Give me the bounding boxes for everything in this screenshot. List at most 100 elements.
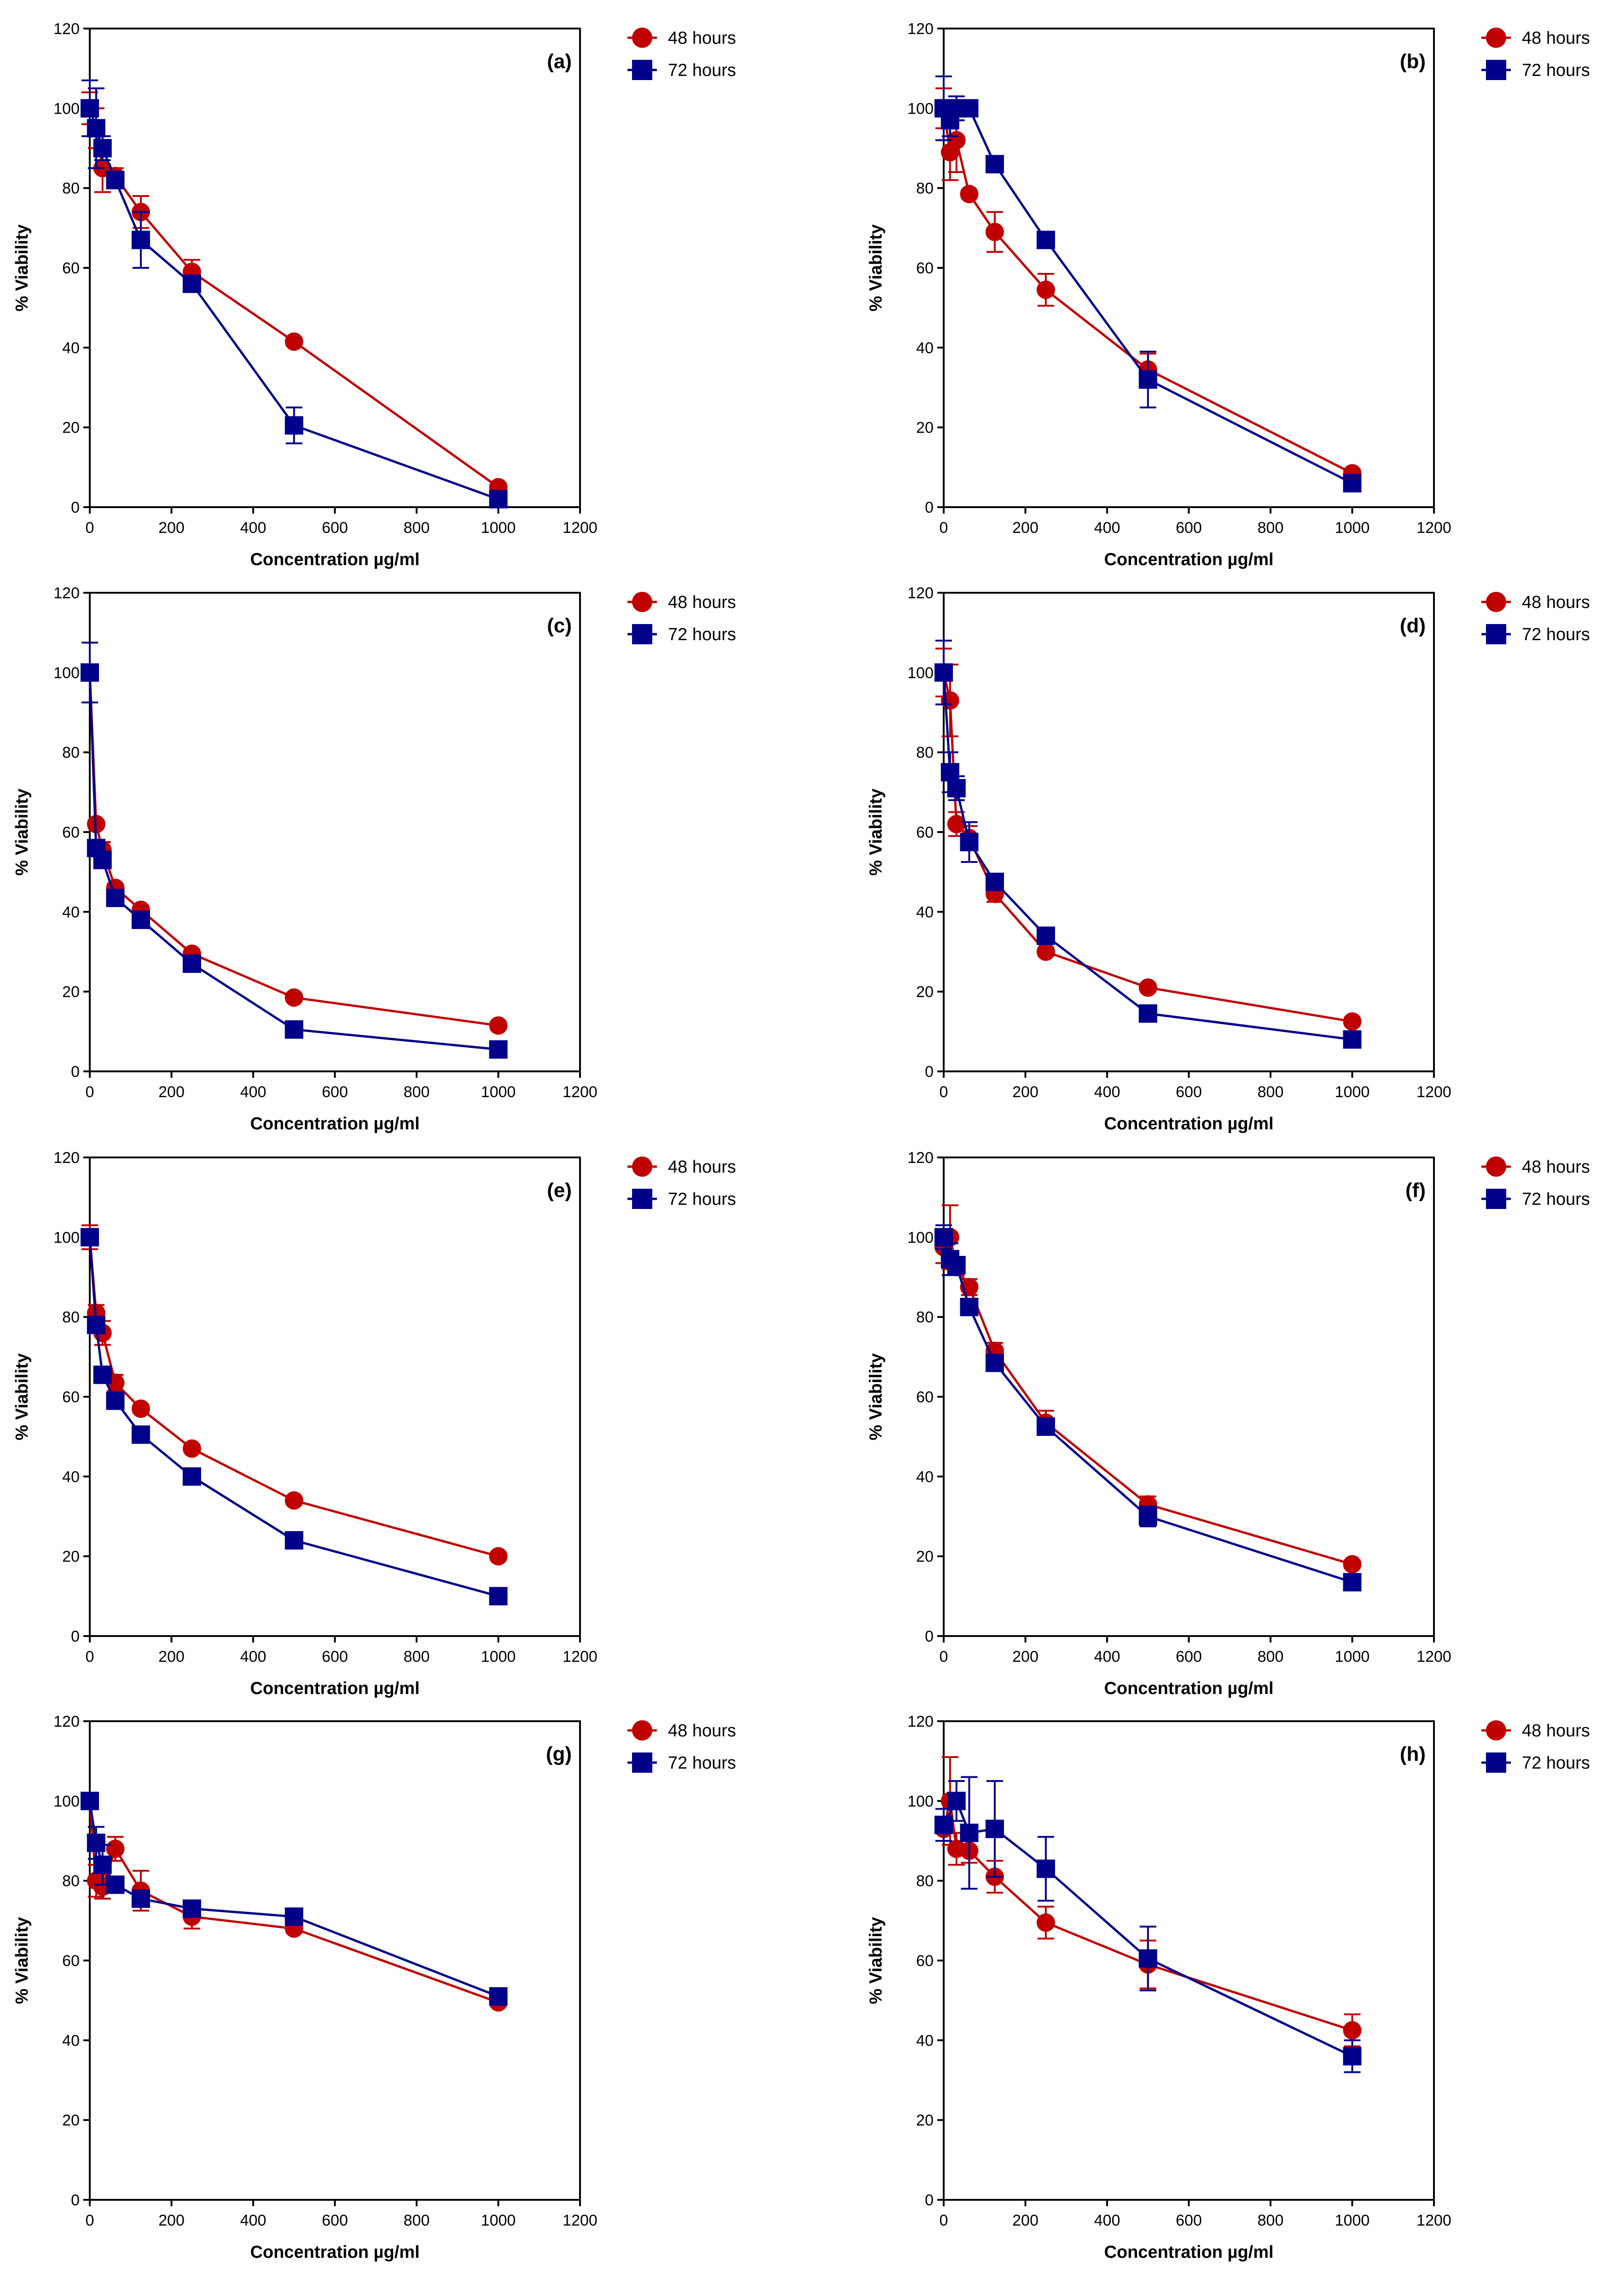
- data-point: [93, 1365, 112, 1384]
- series-line: [88, 1800, 499, 1998]
- legend-marker: [1486, 1157, 1506, 1177]
- x-axis-title: Concentration µg/ml: [1104, 1114, 1273, 1134]
- y-tick-label: 60: [916, 1952, 934, 1970]
- x-tick-label: 400: [240, 519, 267, 537]
- data-point: [489, 1016, 508, 1035]
- x-tick-label: 400: [1094, 1083, 1120, 1101]
- data-point: [81, 663, 99, 682]
- data-point: [1343, 2021, 1362, 2040]
- y-tick-label: 120: [53, 584, 80, 602]
- x-tick-label: 600: [1176, 519, 1202, 537]
- x-tick-label: 1200: [1416, 2212, 1451, 2229]
- data-point: [131, 910, 150, 929]
- data-point: [1036, 926, 1055, 945]
- y-tick-label: 60: [62, 1952, 80, 1970]
- data-point: [93, 850, 112, 869]
- legend-label: 48 hours: [1522, 29, 1590, 48]
- x-tick-label: 400: [1094, 2212, 1120, 2229]
- data-point: [284, 332, 303, 351]
- panel-label: (c): [547, 614, 572, 637]
- x-tick-label: 0: [940, 519, 948, 537]
- data-point: [106, 1391, 125, 1410]
- x-tick-label: 200: [1012, 1648, 1039, 1666]
- plot-frame: [89, 592, 581, 1072]
- legend-label: 48 hours: [1522, 1721, 1590, 1741]
- x-tick-label: 800: [404, 2212, 430, 2229]
- x-tick-label: 0: [940, 1648, 948, 1666]
- y-tick-label: 120: [907, 20, 934, 38]
- legend-marker: [632, 1752, 652, 1773]
- y-tick-label: 20: [916, 2112, 934, 2129]
- y-tick-label: 40: [62, 339, 80, 357]
- series-line: [88, 672, 499, 1027]
- y-tick-label: 40: [62, 1468, 80, 1486]
- legend-entry: 48 hours: [627, 1157, 736, 1177]
- data-point: [960, 1298, 979, 1316]
- data-point: [284, 1020, 303, 1039]
- series-line: [942, 672, 1352, 1023]
- data-point: [93, 1856, 112, 1874]
- legend-marker: [1486, 592, 1506, 612]
- legend-entry: 48 hours: [1481, 1720, 1590, 1741]
- x-axis-title: Concentration µg/ml: [250, 1679, 419, 1698]
- y-tick-label: 60: [62, 260, 80, 277]
- data-point: [182, 1439, 201, 1458]
- data-point: [960, 185, 979, 203]
- data-point: [947, 1256, 966, 1274]
- legend-marker: [632, 1720, 652, 1741]
- panel-label: (g): [546, 1743, 572, 1765]
- x-axis-title: Concentration µg/ml: [250, 2243, 419, 2262]
- data-point: [985, 223, 1004, 241]
- series-72h: [81, 642, 508, 1059]
- data-point: [93, 139, 112, 157]
- x-tick-label: 600: [1176, 1648, 1202, 1666]
- data-point: [284, 988, 303, 1007]
- data-point: [284, 1491, 303, 1510]
- data-point: [1138, 370, 1157, 389]
- series-48h: [934, 648, 1362, 1031]
- y-tick-label: 100: [907, 1229, 934, 1246]
- x-tick-label: 1200: [563, 2212, 598, 2229]
- series-72h: [81, 1792, 508, 2006]
- x-tick-label: 800: [1258, 1648, 1284, 1666]
- series-line: [942, 107, 1353, 485]
- x-tick-label: 800: [404, 519, 430, 537]
- panel-label: (a): [547, 50, 572, 73]
- plot-frame: [943, 592, 1435, 1072]
- series-48h: [81, 663, 508, 1035]
- y-axis-title: % Viability: [12, 224, 32, 311]
- data-point: [1138, 1004, 1157, 1023]
- data-point: [489, 1987, 508, 2006]
- y-tick-label: 120: [907, 1713, 934, 1730]
- y-tick-label: 120: [53, 20, 80, 38]
- x-tick-label: 800: [1258, 2212, 1284, 2229]
- x-tick-label: 200: [158, 519, 185, 537]
- x-tick-label: 1200: [1416, 1083, 1451, 1101]
- x-tick-label: 0: [86, 519, 94, 537]
- x-tick-label: 0: [940, 2212, 948, 2229]
- legend-entry: 72 hours: [1481, 1189, 1590, 1209]
- legend-entry: 72 hours: [1481, 1752, 1590, 1773]
- y-tick-label: 100: [53, 100, 80, 117]
- data-point: [182, 1467, 201, 1486]
- legend-entry: 72 hours: [627, 60, 736, 80]
- data-point: [131, 1400, 150, 1418]
- y-tick-label: 0: [925, 499, 934, 516]
- x-tick-label: 400: [240, 2212, 267, 2229]
- x-tick-label: 1000: [1335, 519, 1370, 537]
- y-tick-label: 0: [71, 499, 80, 516]
- x-tick-label: 1000: [1335, 1083, 1370, 1101]
- x-tick-label: 1000: [1335, 1648, 1370, 1666]
- x-tick-label: 600: [1176, 1083, 1202, 1101]
- data-point: [960, 1823, 979, 1842]
- legend-label: 48 hours: [1522, 1157, 1590, 1177]
- y-tick-label: 20: [62, 2112, 80, 2129]
- x-tick-label: 0: [940, 1083, 948, 1101]
